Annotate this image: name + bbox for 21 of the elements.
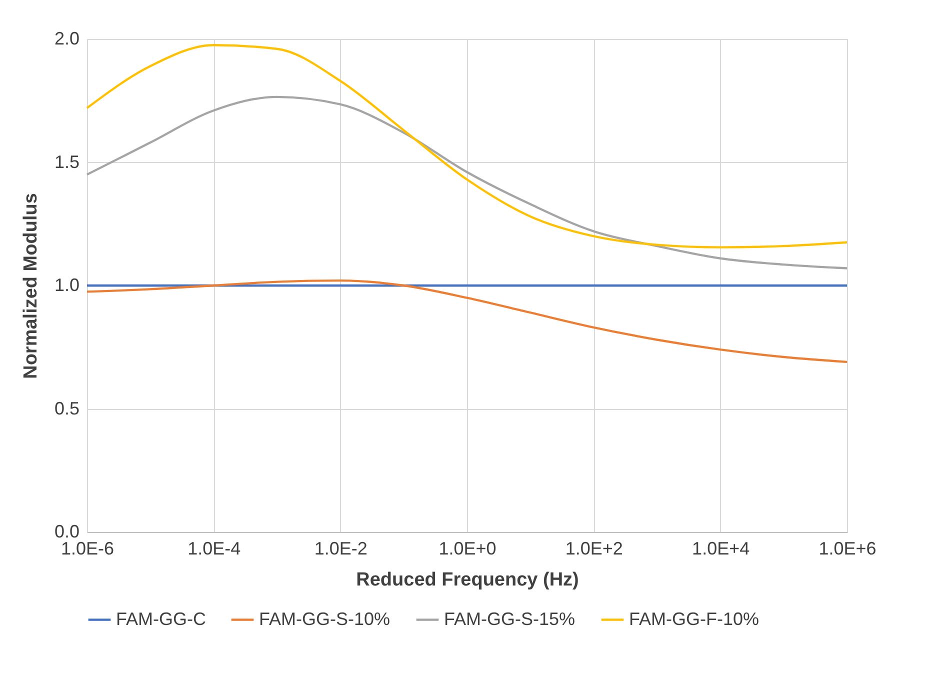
y-tick-label: 1.5 <box>54 152 80 172</box>
line-series <box>86 96 848 270</box>
y-tick-label: 1.0 <box>54 275 80 295</box>
x-tick-label: 1.0E+6 <box>818 538 876 558</box>
x-tick-label: 1.0E+4 <box>692 538 750 558</box>
x-axis-title: Reduced Frequency (Hz) <box>356 570 579 590</box>
y-tick-label: 2.0 <box>54 28 80 48</box>
legend-label: FAM-GG-S-10% <box>259 608 390 629</box>
y-axis-title: Normalized Modulus <box>20 193 42 379</box>
y-tick-label: 0.5 <box>54 398 80 418</box>
x-tick-label: 1.0E-4 <box>188 538 241 558</box>
y-tick-label: 0.0 <box>54 522 80 542</box>
legend-label: FAM-GG-S-15% <box>444 608 576 629</box>
line-series <box>86 44 848 248</box>
x-tick-label: 1.0E+2 <box>565 538 623 558</box>
x-tick-label: 1.0E+0 <box>438 538 496 558</box>
legend-label: FAM-GG-C <box>116 608 206 629</box>
x-tick-label: 1.0E-2 <box>314 538 368 558</box>
line-series <box>86 279 848 364</box>
legend-label: FAM-GG-F-10% <box>629 608 760 629</box>
x-tick-label: 1.0E-6 <box>60 538 114 558</box>
